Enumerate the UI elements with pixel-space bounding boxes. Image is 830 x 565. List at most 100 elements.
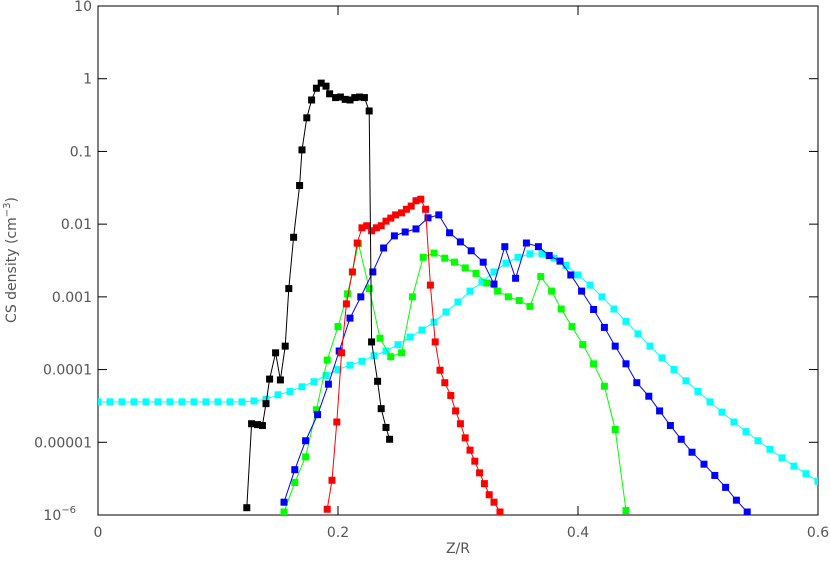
- marker: [578, 287, 586, 295]
- marker: [303, 114, 311, 122]
- marker: [323, 356, 331, 364]
- marker: [365, 285, 373, 293]
- marker: [490, 498, 498, 506]
- marker: [368, 227, 376, 235]
- marker: [334, 366, 342, 374]
- marker: [526, 250, 534, 258]
- marker: [312, 84, 320, 92]
- marker: [480, 480, 488, 488]
- marker: [356, 93, 364, 101]
- marker: [296, 181, 304, 189]
- marker: [290, 233, 298, 241]
- marker: [485, 491, 493, 499]
- marker: [358, 357, 366, 365]
- marker: [700, 460, 708, 468]
- marker: [285, 285, 293, 293]
- marker: [142, 398, 150, 406]
- marker: [374, 377, 382, 385]
- marker: [390, 232, 398, 240]
- marker: [718, 408, 726, 416]
- plot-frame: [97, 5, 819, 516]
- marker: [586, 281, 594, 289]
- series-line: [283, 243, 627, 513]
- marker: [430, 249, 438, 257]
- marker: [422, 205, 430, 213]
- marker: [377, 405, 385, 413]
- marker: [387, 214, 395, 222]
- marker: [353, 239, 361, 247]
- y-tick-label: 10: [74, 0, 92, 15]
- marker: [351, 94, 359, 102]
- marker: [386, 435, 394, 443]
- marker: [766, 445, 774, 453]
- marker: [328, 476, 336, 484]
- marker: [323, 505, 331, 513]
- marker: [504, 293, 512, 301]
- marker: [360, 94, 368, 102]
- marker: [406, 333, 414, 341]
- marker: [372, 224, 380, 232]
- marker: [166, 398, 174, 406]
- marker: [574, 271, 582, 279]
- marker: [412, 225, 420, 233]
- marker: [357, 293, 365, 301]
- marker: [417, 195, 425, 203]
- series-line: [246, 82, 391, 508]
- marker: [688, 448, 696, 456]
- marker: [365, 107, 373, 115]
- marker: [281, 342, 289, 350]
- marker: [376, 334, 384, 342]
- y-axis-label-suffix: ): [4, 197, 20, 202]
- marker: [346, 361, 354, 369]
- y-tick-label-exponent: −6: [61, 505, 76, 516]
- series-line: [326, 198, 501, 513]
- marker: [326, 90, 334, 98]
- y-tick-label: 0.0001: [43, 363, 92, 379]
- plot-area: [98, 79, 818, 515]
- marker: [534, 243, 542, 251]
- marker: [456, 420, 464, 428]
- marker: [369, 268, 377, 276]
- marker: [322, 371, 330, 379]
- marker: [419, 253, 427, 261]
- marker: [302, 437, 310, 445]
- marker: [472, 269, 480, 277]
- marker: [291, 466, 299, 474]
- marker: [334, 323, 342, 331]
- marker: [646, 342, 654, 350]
- y-axis-label-text: CS density (cm: [4, 217, 20, 323]
- y-tick-label: 10−6: [43, 505, 76, 524]
- marker: [490, 280, 498, 288]
- marker: [243, 504, 251, 512]
- marker: [478, 278, 486, 286]
- marker: [590, 306, 598, 314]
- x-tick-label: 0.6: [807, 525, 829, 541]
- marker: [380, 244, 388, 252]
- x-tick-label: 0.2: [327, 525, 349, 541]
- marker: [694, 387, 702, 395]
- marker: [711, 471, 719, 479]
- marker: [333, 418, 341, 426]
- marker: [611, 342, 619, 350]
- marker: [266, 375, 274, 383]
- marker: [556, 257, 564, 265]
- marker: [568, 323, 576, 331]
- x-tick-label: 0: [94, 525, 103, 541]
- marker: [743, 508, 751, 515]
- marker: [522, 239, 530, 247]
- marker: [537, 273, 545, 281]
- marker: [501, 243, 509, 251]
- marker: [106, 398, 114, 406]
- marker: [600, 323, 608, 331]
- marker: [310, 378, 318, 386]
- marker: [398, 349, 406, 357]
- marker: [377, 222, 385, 230]
- marker: [730, 418, 738, 426]
- marker: [722, 483, 730, 491]
- marker: [579, 341, 587, 349]
- marker: [280, 508, 288, 515]
- marker: [418, 326, 426, 334]
- marker: [431, 338, 439, 346]
- series-line: [98, 253, 818, 482]
